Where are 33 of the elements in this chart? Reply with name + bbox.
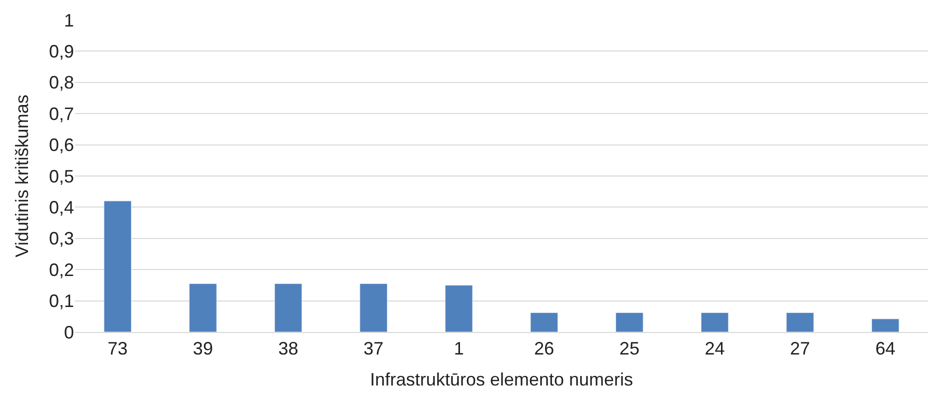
y-tick-label: 0,5 bbox=[48, 166, 74, 186]
bar bbox=[616, 312, 644, 332]
y-tick-label: 1 bbox=[64, 10, 74, 30]
y-tick-label: 0,6 bbox=[48, 135, 74, 156]
x-tick-label: 26 bbox=[534, 338, 554, 359]
x-tick-label: 38 bbox=[278, 338, 298, 359]
y-tick-label: 0 bbox=[64, 322, 74, 342]
x-tick-label: 25 bbox=[619, 338, 640, 359]
y-tick-label: 0,1 bbox=[48, 291, 74, 312]
bar bbox=[700, 312, 729, 332]
x-tick-label: 64 bbox=[875, 338, 896, 359]
bar bbox=[274, 283, 302, 332]
bar bbox=[871, 318, 900, 332]
x-tick-label: 39 bbox=[192, 338, 213, 359]
x-tick-label: 37 bbox=[364, 338, 384, 359]
x-tick-label: 24 bbox=[704, 338, 725, 359]
y-tick-label: 0,7 bbox=[48, 104, 74, 124]
bar bbox=[786, 312, 814, 332]
bar bbox=[104, 200, 132, 332]
y-tick-label: 0,2 bbox=[48, 260, 74, 280]
bar bbox=[530, 312, 558, 332]
x-axis-title: Infrastruktūros elemento numeris bbox=[370, 370, 634, 390]
x-tick-label: 73 bbox=[108, 338, 128, 359]
x-tick-label: 27 bbox=[790, 338, 810, 359]
y-tick-label: 0,4 bbox=[48, 198, 74, 218]
bar bbox=[444, 284, 473, 332]
y-tick-label: 0,9 bbox=[48, 42, 74, 62]
y-tick-label: 0,8 bbox=[48, 72, 74, 93]
y-axis-title: Vidutinis kritiškumas bbox=[12, 94, 32, 258]
x-tick-label: 1 bbox=[454, 338, 464, 359]
bar bbox=[360, 283, 388, 332]
bar bbox=[189, 283, 217, 332]
y-tick-label: 0,3 bbox=[48, 228, 74, 249]
